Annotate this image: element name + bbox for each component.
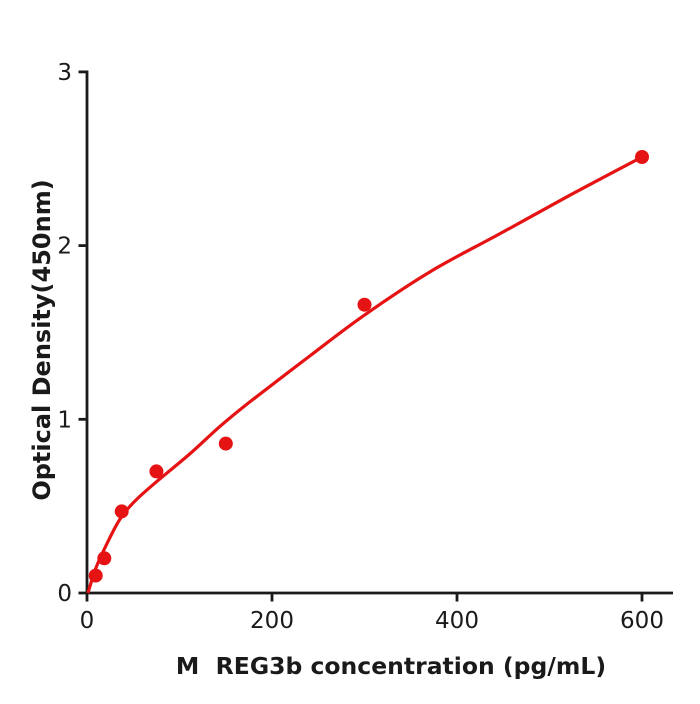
data-point (218, 436, 233, 451)
fitted-curve-line (86, 155, 643, 594)
x-tick-label: 400 (435, 608, 479, 634)
data-point (149, 464, 164, 479)
y-tick-label: 1 (57, 407, 72, 433)
x-tick-label: 0 (80, 608, 95, 634)
x-tick-label: 200 (250, 608, 294, 634)
data-point (635, 150, 649, 164)
y-axis: 0 1 2 3 (57, 60, 89, 607)
data-point (88, 568, 103, 583)
y-axis-title: Optical Density(450nm) (28, 179, 56, 500)
y-tick-group: 0 1 2 3 (57, 60, 87, 607)
data-point-group (88, 150, 649, 583)
data-point (357, 297, 372, 312)
data-point (97, 551, 112, 566)
x-tick-label: 600 (620, 608, 664, 634)
y-tick-label: 2 (57, 234, 72, 260)
data-point (114, 504, 129, 519)
y-tick-label: 0 (57, 581, 72, 607)
x-axis-title: M REG3b concentration (pg/mL) (176, 652, 606, 680)
x-axis: 0 200 400 600 (80, 591, 673, 634)
y-tick-label: 3 (57, 60, 72, 86)
x-tick-group: 0 200 400 600 (80, 593, 664, 634)
